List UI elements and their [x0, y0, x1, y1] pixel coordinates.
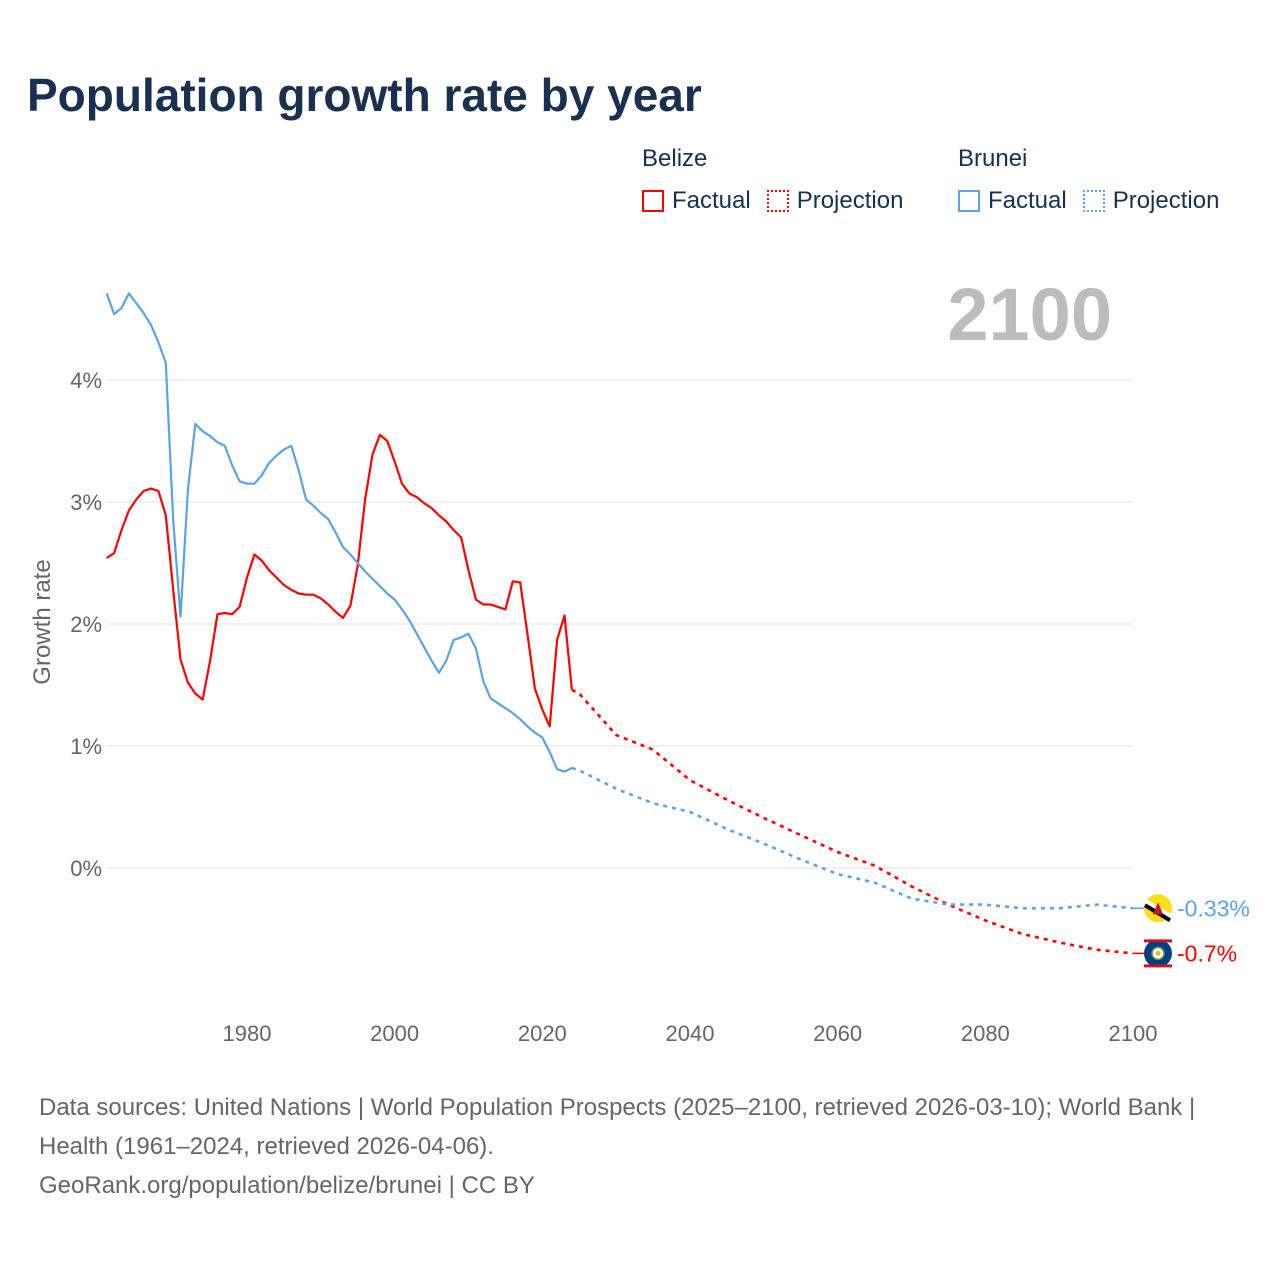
- x-tick-label: 2100: [1109, 1021, 1158, 1046]
- y-axis-label: Growth rate: [29, 559, 56, 684]
- legend-brunei-factual[interactable]: Factual: [958, 187, 1067, 215]
- data-sources: Data sources: United Nations | World Pop…: [39, 1094, 1196, 1160]
- brunei-factual-line: [105, 292, 573, 773]
- belize-flag-icon: [1144, 939, 1172, 968]
- belize-end-value: -0.7%: [1177, 940, 1237, 966]
- x-tick-label: 1980: [223, 1021, 272, 1046]
- legend-belize: Belize Factual Projection: [642, 145, 919, 215]
- legend-brunei-projection[interactable]: Projection: [1082, 187, 1220, 215]
- dotted-swatch-icon: [1082, 190, 1105, 212]
- legend-label: Projection: [1112, 187, 1220, 214]
- legend-country-label: Brunei: [958, 145, 1028, 172]
- legend-country-label: Belize: [642, 145, 708, 172]
- line-chart: 0% 1% 2% 3% 4% 1980 2000 2020 2040 2060 2080 2100 -…: [29, 292, 1250, 1046]
- y-tick-label: 3%: [70, 490, 102, 515]
- flag-emblem: [1153, 902, 1163, 915]
- credit-link[interactable]: GeoRank.org/population/belize/brunei | C…: [39, 1172, 535, 1199]
- y-tick-label: 0%: [70, 856, 102, 881]
- x-tick-label: 2060: [813, 1021, 862, 1046]
- brunei-projection-line: [571, 766, 1134, 910]
- y-tick-label: 4%: [70, 368, 102, 393]
- legend-label: Factual: [988, 187, 1067, 214]
- flag-stripe: [1144, 964, 1172, 968]
- solid-swatch-icon: [642, 190, 664, 212]
- belize-projection-line: [571, 688, 1134, 955]
- dotted-swatch-icon: [766, 190, 789, 212]
- x-tick-label: 2040: [666, 1021, 715, 1046]
- footer: Data sources: United Nations | World Pop…: [39, 1088, 1239, 1205]
- brunei-flag-icon: [1143, 894, 1172, 923]
- x-tick-label: 2000: [370, 1021, 419, 1046]
- flag-stripe: [1144, 939, 1172, 943]
- page-title: Population growth rate by year: [27, 69, 702, 121]
- belize-factual-line: [106, 433, 573, 728]
- legend-belize-projection[interactable]: Projection: [766, 187, 904, 215]
- legend-label: Projection: [796, 187, 904, 214]
- x-tick-label: 2020: [518, 1021, 567, 1046]
- current-year-label: 2100: [947, 273, 1112, 356]
- solid-swatch-icon: [958, 190, 980, 212]
- y-tick-label: 1%: [70, 734, 102, 759]
- flag-emblem-center: [1155, 950, 1161, 956]
- legend-brunei: Brunei Factual Projection: [958, 145, 1235, 215]
- x-tick-label: 2080: [961, 1021, 1010, 1046]
- legend-label: Factual: [672, 187, 751, 214]
- brunei-end-value: -0.33%: [1177, 895, 1250, 921]
- legend-belize-factual[interactable]: Factual: [642, 187, 751, 215]
- y-tick-label: 2%: [70, 612, 102, 637]
